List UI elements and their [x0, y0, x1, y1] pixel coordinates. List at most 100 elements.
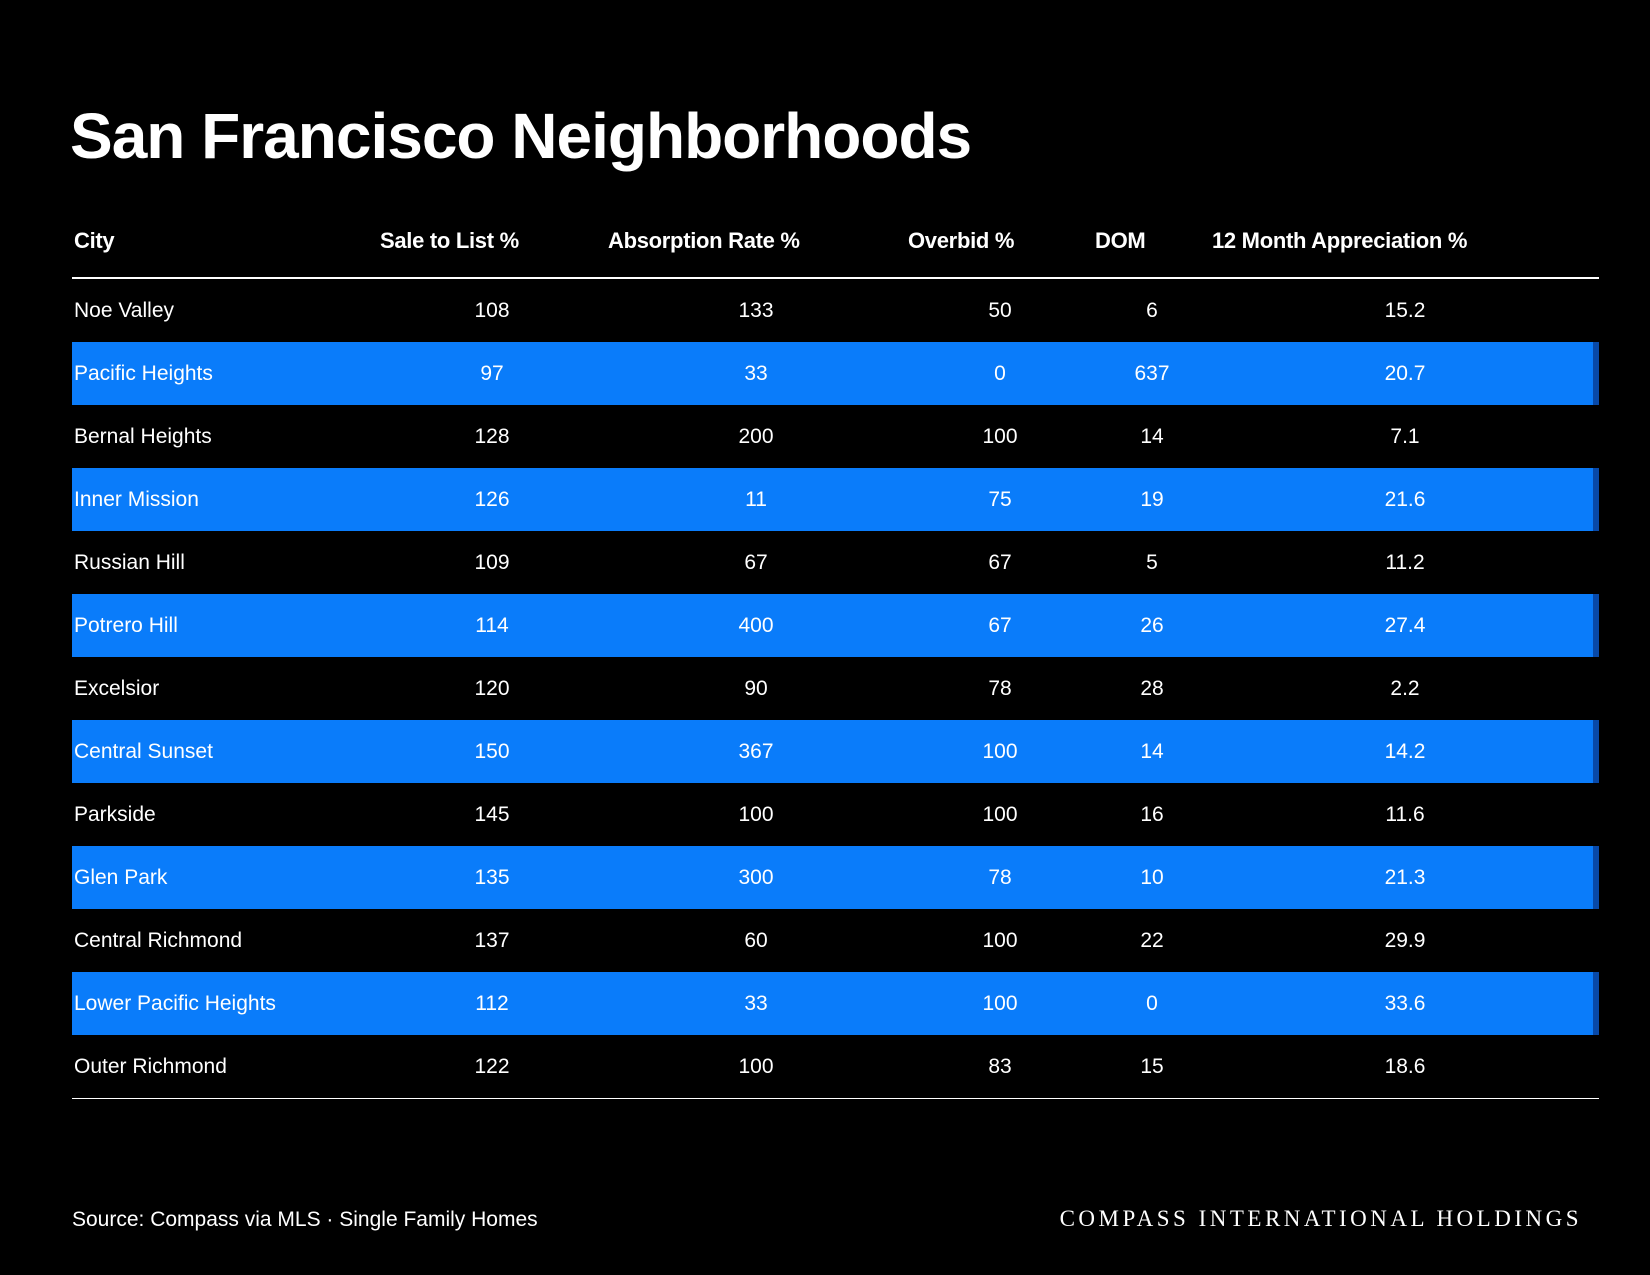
- cell-overbid: 78: [988, 677, 1012, 700]
- cell-absorption-rate: 200: [738, 425, 774, 448]
- cell-city: Outer Richmond: [74, 1055, 227, 1078]
- source-note: Source: Compass via MLS · Single Family …: [72, 1208, 538, 1231]
- cell-appreciation: 29.9: [1384, 929, 1426, 952]
- cell-sale-to-list: 145: [474, 803, 510, 826]
- cell-dom: 26: [1140, 614, 1164, 637]
- cell-absorption-rate: 11: [745, 488, 767, 511]
- cell-dom: 6: [1146, 299, 1158, 322]
- table-row: Parkside 145 100 100 16 11.6: [72, 783, 1599, 846]
- cell-sale-to-list: 128: [474, 425, 510, 448]
- cell-sale-to-list: 112: [475, 992, 509, 1015]
- cell-appreciation: 21.3: [1384, 866, 1426, 889]
- table-header: City Sale to List % Absorption Rate % Ov…: [72, 214, 1599, 279]
- cell-absorption-rate: 60: [744, 929, 768, 952]
- neighborhood-table: City Sale to List % Absorption Rate % Ov…: [72, 214, 1599, 1099]
- cell-sale-to-list: 97: [480, 362, 504, 385]
- cell-absorption-rate: 100: [738, 1055, 774, 1078]
- table-row: Lower Pacific Heights 112 33 100 0 33.6: [72, 972, 1599, 1035]
- brand-wordmark: COMPASS INTERNATIONAL HOLDINGS: [1059, 1206, 1582, 1231]
- cell-absorption-rate: 67: [744, 551, 768, 574]
- cell-sale-to-list: 122: [474, 1055, 510, 1078]
- cell-appreciation: 11.2: [1385, 551, 1425, 574]
- cell-dom: 14: [1140, 740, 1164, 763]
- cell-appreciation: 27.4: [1384, 614, 1426, 637]
- cell-absorption-rate: 33: [744, 362, 768, 385]
- cell-dom: 19: [1140, 488, 1164, 511]
- table-body: Noe Valley 108 133 50 6 15.2 Pacific Heights 97…: [72, 279, 1599, 1098]
- cell-appreciation: 14.2: [1384, 740, 1426, 763]
- cell-city: Central Richmond: [74, 929, 243, 952]
- table-row: Russian Hill 109 67 67 5 11.2: [72, 531, 1599, 594]
- cell-city: Russian Hill: [74, 551, 185, 574]
- cell-dom: 5: [1146, 551, 1158, 574]
- header-city: City: [74, 228, 115, 253]
- header-absorption-rate: Absorption Rate %: [608, 228, 800, 253]
- cell-sale-to-list: 137: [474, 929, 510, 952]
- cell-city: Lower Pacific Heights: [74, 992, 276, 1015]
- cell-appreciation: 33.6: [1384, 992, 1426, 1015]
- cell-appreciation: 21.6: [1384, 488, 1426, 511]
- cell-overbid: 67: [988, 551, 1012, 574]
- cell-overbid: 0: [994, 362, 1006, 385]
- cell-overbid: 83: [988, 1055, 1012, 1078]
- table-row: Inner Mission 126 11 75 19 21.6: [72, 468, 1599, 531]
- cell-overbid: 50: [988, 299, 1012, 322]
- cell-sale-to-list: 120: [474, 677, 510, 700]
- table-row: Outer Richmond 122 100 83 15 18.6: [72, 1035, 1599, 1098]
- table-row: Central Richmond 137 60 100 22 29.9: [72, 909, 1599, 972]
- cell-city: Bernal Heights: [74, 425, 212, 448]
- table-row: Noe Valley 108 133 50 6 15.2: [72, 279, 1599, 342]
- header-overbid: Overbid %: [908, 228, 1015, 253]
- cell-dom: 22: [1140, 929, 1164, 952]
- cell-city: Noe Valley: [74, 299, 174, 322]
- cell-overbid: 100: [982, 740, 1018, 763]
- cell-city: Potrero Hill: [74, 614, 178, 637]
- cell-dom: 28: [1140, 677, 1164, 700]
- page-title: San Francisco Neighborhoods: [70, 100, 972, 172]
- cell-appreciation: 7.1: [1390, 425, 1420, 448]
- cell-sale-to-list: 135: [474, 866, 510, 889]
- cell-overbid: 75: [988, 488, 1012, 511]
- cell-appreciation: 20.7: [1384, 362, 1426, 385]
- header-appreciation: 12 Month Appreciation %: [1212, 228, 1468, 253]
- cell-overbid: 78: [988, 866, 1012, 889]
- cell-appreciation: 18.6: [1384, 1055, 1426, 1078]
- cell-absorption-rate: 400: [738, 614, 774, 637]
- cell-appreciation: 11.6: [1385, 803, 1425, 826]
- cell-overbid: 100: [982, 929, 1018, 952]
- cell-overbid: 100: [982, 803, 1018, 826]
- cell-dom: 637: [1134, 362, 1170, 385]
- header-dom: DOM: [1095, 228, 1146, 253]
- cell-sale-to-list: 108: [474, 299, 510, 322]
- cell-sale-to-list: 126: [474, 488, 510, 511]
- cell-city: Glen Park: [74, 866, 168, 889]
- cell-overbid: 100: [982, 425, 1018, 448]
- table-row: Glen Park 135 300 78 10 21.3: [72, 846, 1599, 909]
- cell-city: Inner Mission: [74, 488, 199, 511]
- cell-dom: 0: [1146, 992, 1158, 1015]
- cell-absorption-rate: 100: [738, 803, 774, 826]
- cell-dom: 16: [1140, 803, 1164, 826]
- table-bottom-divider: [72, 1098, 1599, 1099]
- cell-dom: 10: [1140, 866, 1164, 889]
- cell-city: Excelsior: [74, 677, 160, 700]
- cell-overbid: 67: [988, 614, 1012, 637]
- cell-sale-to-list: 109: [474, 551, 510, 574]
- cell-appreciation: 2.2: [1390, 677, 1420, 700]
- cell-absorption-rate: 300: [738, 866, 774, 889]
- table-row: Bernal Heights 128 200 100 14 7.1: [72, 405, 1599, 468]
- cell-sale-to-list: 114: [475, 614, 509, 637]
- cell-dom: 15: [1140, 1055, 1164, 1078]
- header-sale-to-list: Sale to List %: [380, 228, 519, 253]
- cell-dom: 14: [1140, 425, 1164, 448]
- cell-city: Central Sunset: [74, 740, 213, 763]
- cell-absorption-rate: 33: [744, 992, 768, 1015]
- cell-city: Parkside: [74, 803, 156, 826]
- table-row: Excelsior 120 90 78 28 2.2: [72, 657, 1599, 720]
- cell-overbid: 100: [982, 992, 1018, 1015]
- cell-absorption-rate: 90: [744, 677, 768, 700]
- cell-absorption-rate: 133: [738, 299, 774, 322]
- cell-appreciation: 15.2: [1384, 299, 1426, 322]
- cell-absorption-rate: 367: [738, 740, 774, 763]
- cell-city: Pacific Heights: [74, 362, 213, 385]
